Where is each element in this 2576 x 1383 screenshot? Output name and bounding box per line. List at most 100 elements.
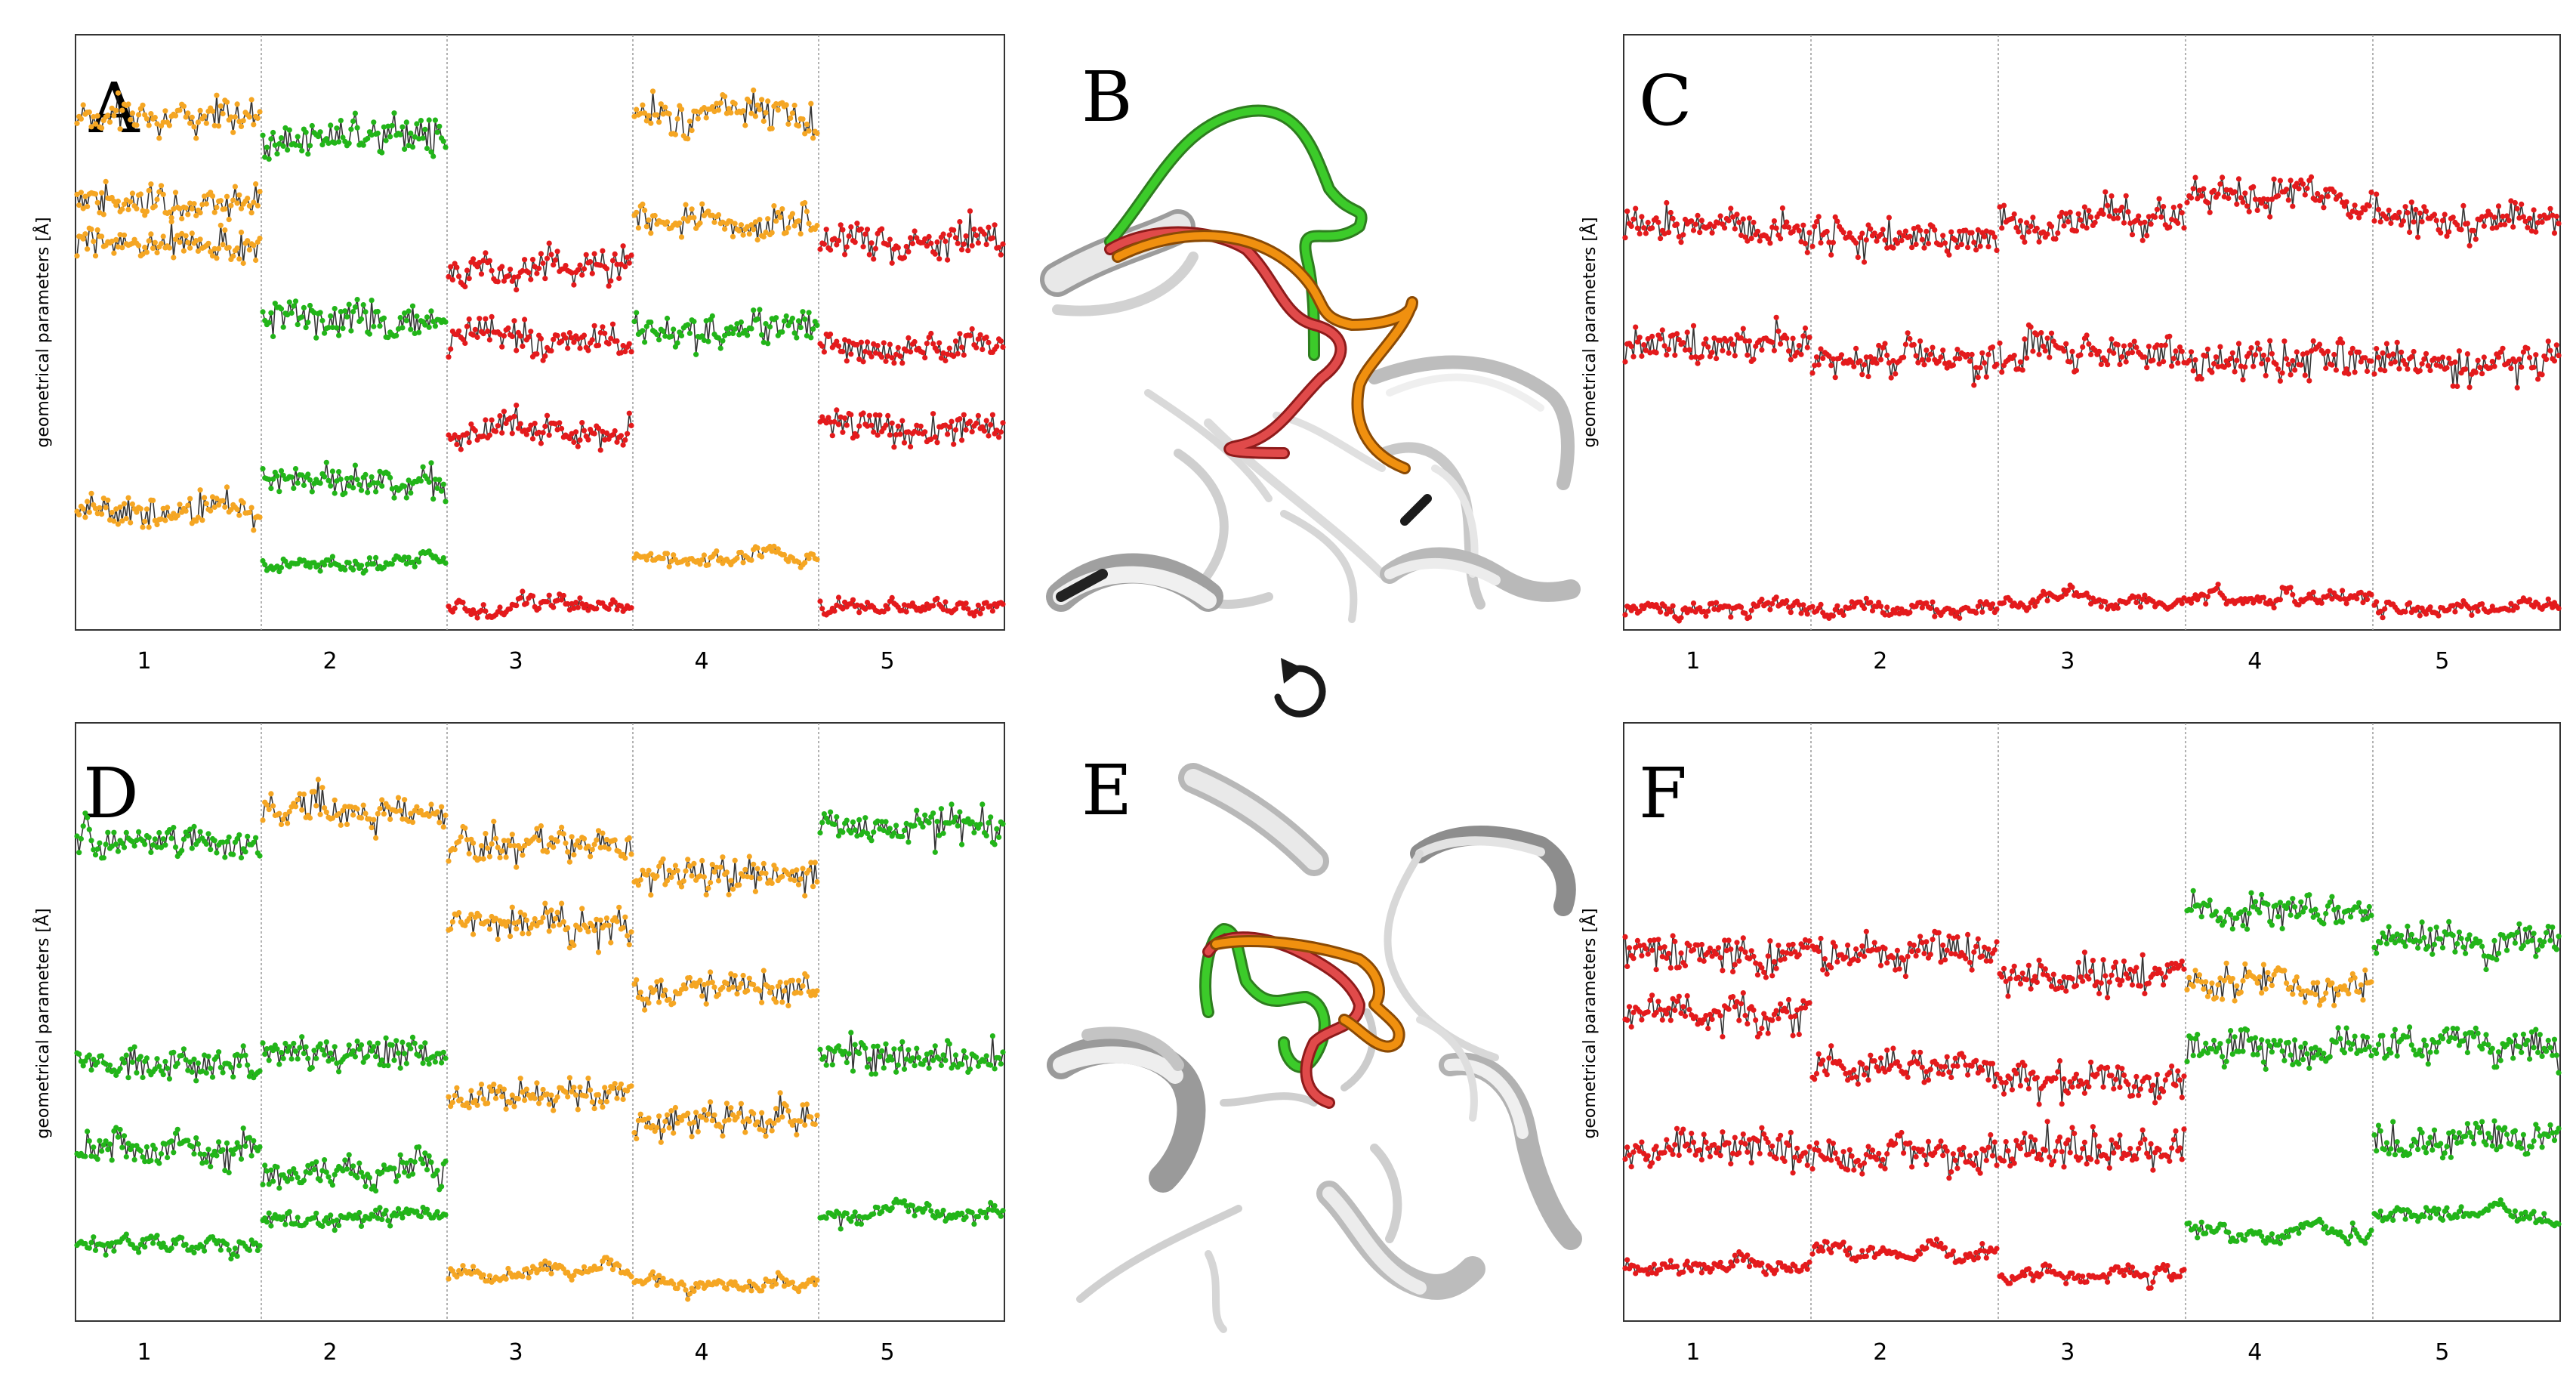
data-point — [159, 1151, 164, 1156]
data-point — [2556, 221, 2561, 226]
data-point — [690, 1134, 695, 1139]
data-point — [1946, 252, 1951, 258]
data-point — [1686, 347, 1692, 353]
data-point — [362, 568, 368, 573]
data-point — [887, 432, 893, 437]
data-point — [704, 115, 709, 120]
data-point — [584, 252, 589, 258]
data-point — [307, 303, 313, 308]
data-point — [2111, 350, 2116, 356]
data-point — [227, 1170, 232, 1175]
data-point — [553, 916, 558, 921]
data-point — [904, 244, 909, 249]
data-point — [1920, 357, 1925, 363]
data-point — [1633, 206, 1638, 211]
data-point — [199, 517, 205, 523]
data-point — [2093, 220, 2098, 225]
data-point — [696, 1129, 701, 1134]
data-point — [511, 318, 517, 323]
data-point — [751, 982, 756, 987]
data-point — [93, 1248, 98, 1253]
data-point — [2392, 360, 2398, 365]
data-point — [648, 892, 653, 897]
data-point — [761, 861, 767, 866]
data-point — [124, 1053, 129, 1058]
data-point — [441, 139, 446, 144]
data-point — [336, 1223, 341, 1228]
data-point — [1862, 259, 1867, 264]
data-point — [1000, 242, 1005, 247]
data-point — [824, 1063, 829, 1068]
data-point — [996, 835, 1001, 840]
data-point — [428, 1159, 433, 1165]
data-point — [757, 107, 762, 112]
data-point — [685, 1296, 690, 1301]
data-point — [1990, 601, 1995, 607]
data-point — [681, 1283, 686, 1288]
data-point — [356, 1210, 362, 1215]
data-point — [2217, 181, 2223, 187]
data-point — [208, 1164, 213, 1169]
data-point — [896, 245, 901, 250]
data-point — [391, 495, 396, 501]
data-point — [2217, 344, 2223, 350]
data-point — [179, 1235, 184, 1240]
data-track — [1809, 330, 1999, 387]
data-point — [710, 313, 715, 319]
data-point — [122, 844, 127, 850]
data-point — [1772, 348, 1777, 353]
data-point — [322, 1157, 327, 1162]
data-point — [2471, 228, 2476, 233]
data-track — [817, 594, 1005, 618]
data-point — [208, 1066, 213, 1071]
data-track — [2184, 336, 2374, 384]
data-point — [577, 595, 582, 600]
data-point — [2451, 215, 2456, 220]
data-point — [814, 1277, 819, 1283]
data-point — [481, 602, 486, 607]
data-point — [640, 103, 645, 108]
data-point — [582, 428, 587, 434]
data-point — [871, 829, 876, 835]
data-point — [1878, 604, 1883, 609]
data-point — [2311, 338, 2316, 344]
data-point — [260, 466, 265, 471]
data-track — [260, 1034, 448, 1074]
data-point — [840, 829, 845, 835]
data-point — [542, 901, 548, 906]
data-point — [2244, 203, 2250, 208]
data-point — [353, 1054, 358, 1059]
data-point — [606, 846, 612, 851]
data-point — [873, 1071, 878, 1076]
data-point — [191, 201, 196, 206]
data-point — [1878, 232, 1883, 237]
data-point — [504, 1276, 509, 1282]
data-point — [873, 246, 878, 252]
data-point — [268, 791, 273, 796]
data-point — [959, 1211, 964, 1216]
data-point — [742, 122, 748, 128]
data-point — [2290, 592, 2295, 597]
data-point — [190, 115, 195, 120]
data-point — [334, 326, 339, 331]
data-point — [462, 826, 467, 831]
data-point — [2409, 354, 2414, 360]
data-point — [268, 1168, 273, 1173]
data-point — [464, 431, 470, 436]
data-point — [224, 1141, 230, 1146]
data-point — [235, 1254, 240, 1259]
data-point — [761, 1128, 767, 1133]
data-point — [279, 822, 284, 827]
data-point — [656, 999, 662, 1005]
data-point — [142, 1244, 147, 1249]
data-point — [507, 934, 513, 939]
data-point — [1893, 371, 1898, 376]
data-point — [187, 245, 193, 251]
data-point — [1734, 211, 1739, 217]
data-point — [1889, 375, 1894, 381]
data-point — [227, 835, 232, 840]
data-point — [479, 271, 484, 276]
data-point — [505, 273, 511, 279]
data-point — [824, 1215, 829, 1221]
data-point — [487, 337, 492, 342]
